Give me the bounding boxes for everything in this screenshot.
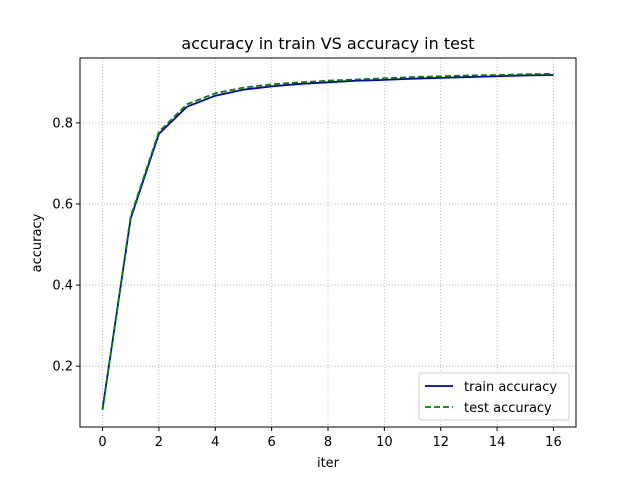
x-axis-label: iter <box>317 456 340 471</box>
x-tick-label: 10 <box>376 435 393 450</box>
x-tick-label: 4 <box>211 435 219 450</box>
x-tick-label: 16 <box>545 435 562 450</box>
x-tick-label: 6 <box>267 435 275 450</box>
legend: train accuracy test accuracy <box>418 372 570 421</box>
series-lines <box>101 72 554 411</box>
x-tick-label: 2 <box>155 435 163 450</box>
chart-title: accuracy in train VS accuracy in test <box>181 34 474 53</box>
legend-label-train: train accuracy <box>464 380 557 395</box>
legend-label-test: test accuracy <box>464 401 552 416</box>
legend-box <box>418 372 570 421</box>
x-tick-label: 8 <box>324 435 332 450</box>
y-tick-label: 0.6 <box>52 197 73 212</box>
y-tick-label: 0.8 <box>52 116 73 131</box>
y-axis-label: accuracy <box>30 213 45 272</box>
y-tick-label: 0.2 <box>52 360 73 375</box>
series-line-test <box>101 72 554 411</box>
x-tick-label: 14 <box>489 435 506 450</box>
series-line-train <box>101 74 554 409</box>
x-tick-label: 0 <box>98 435 106 450</box>
x-tick-label: 12 <box>432 435 449 450</box>
axis-ticks: 0 2 4 6 8 10 12 14 16 0.2 0.4 0.6 0.8 <box>52 116 561 450</box>
y-tick-label: 0.4 <box>52 279 73 294</box>
